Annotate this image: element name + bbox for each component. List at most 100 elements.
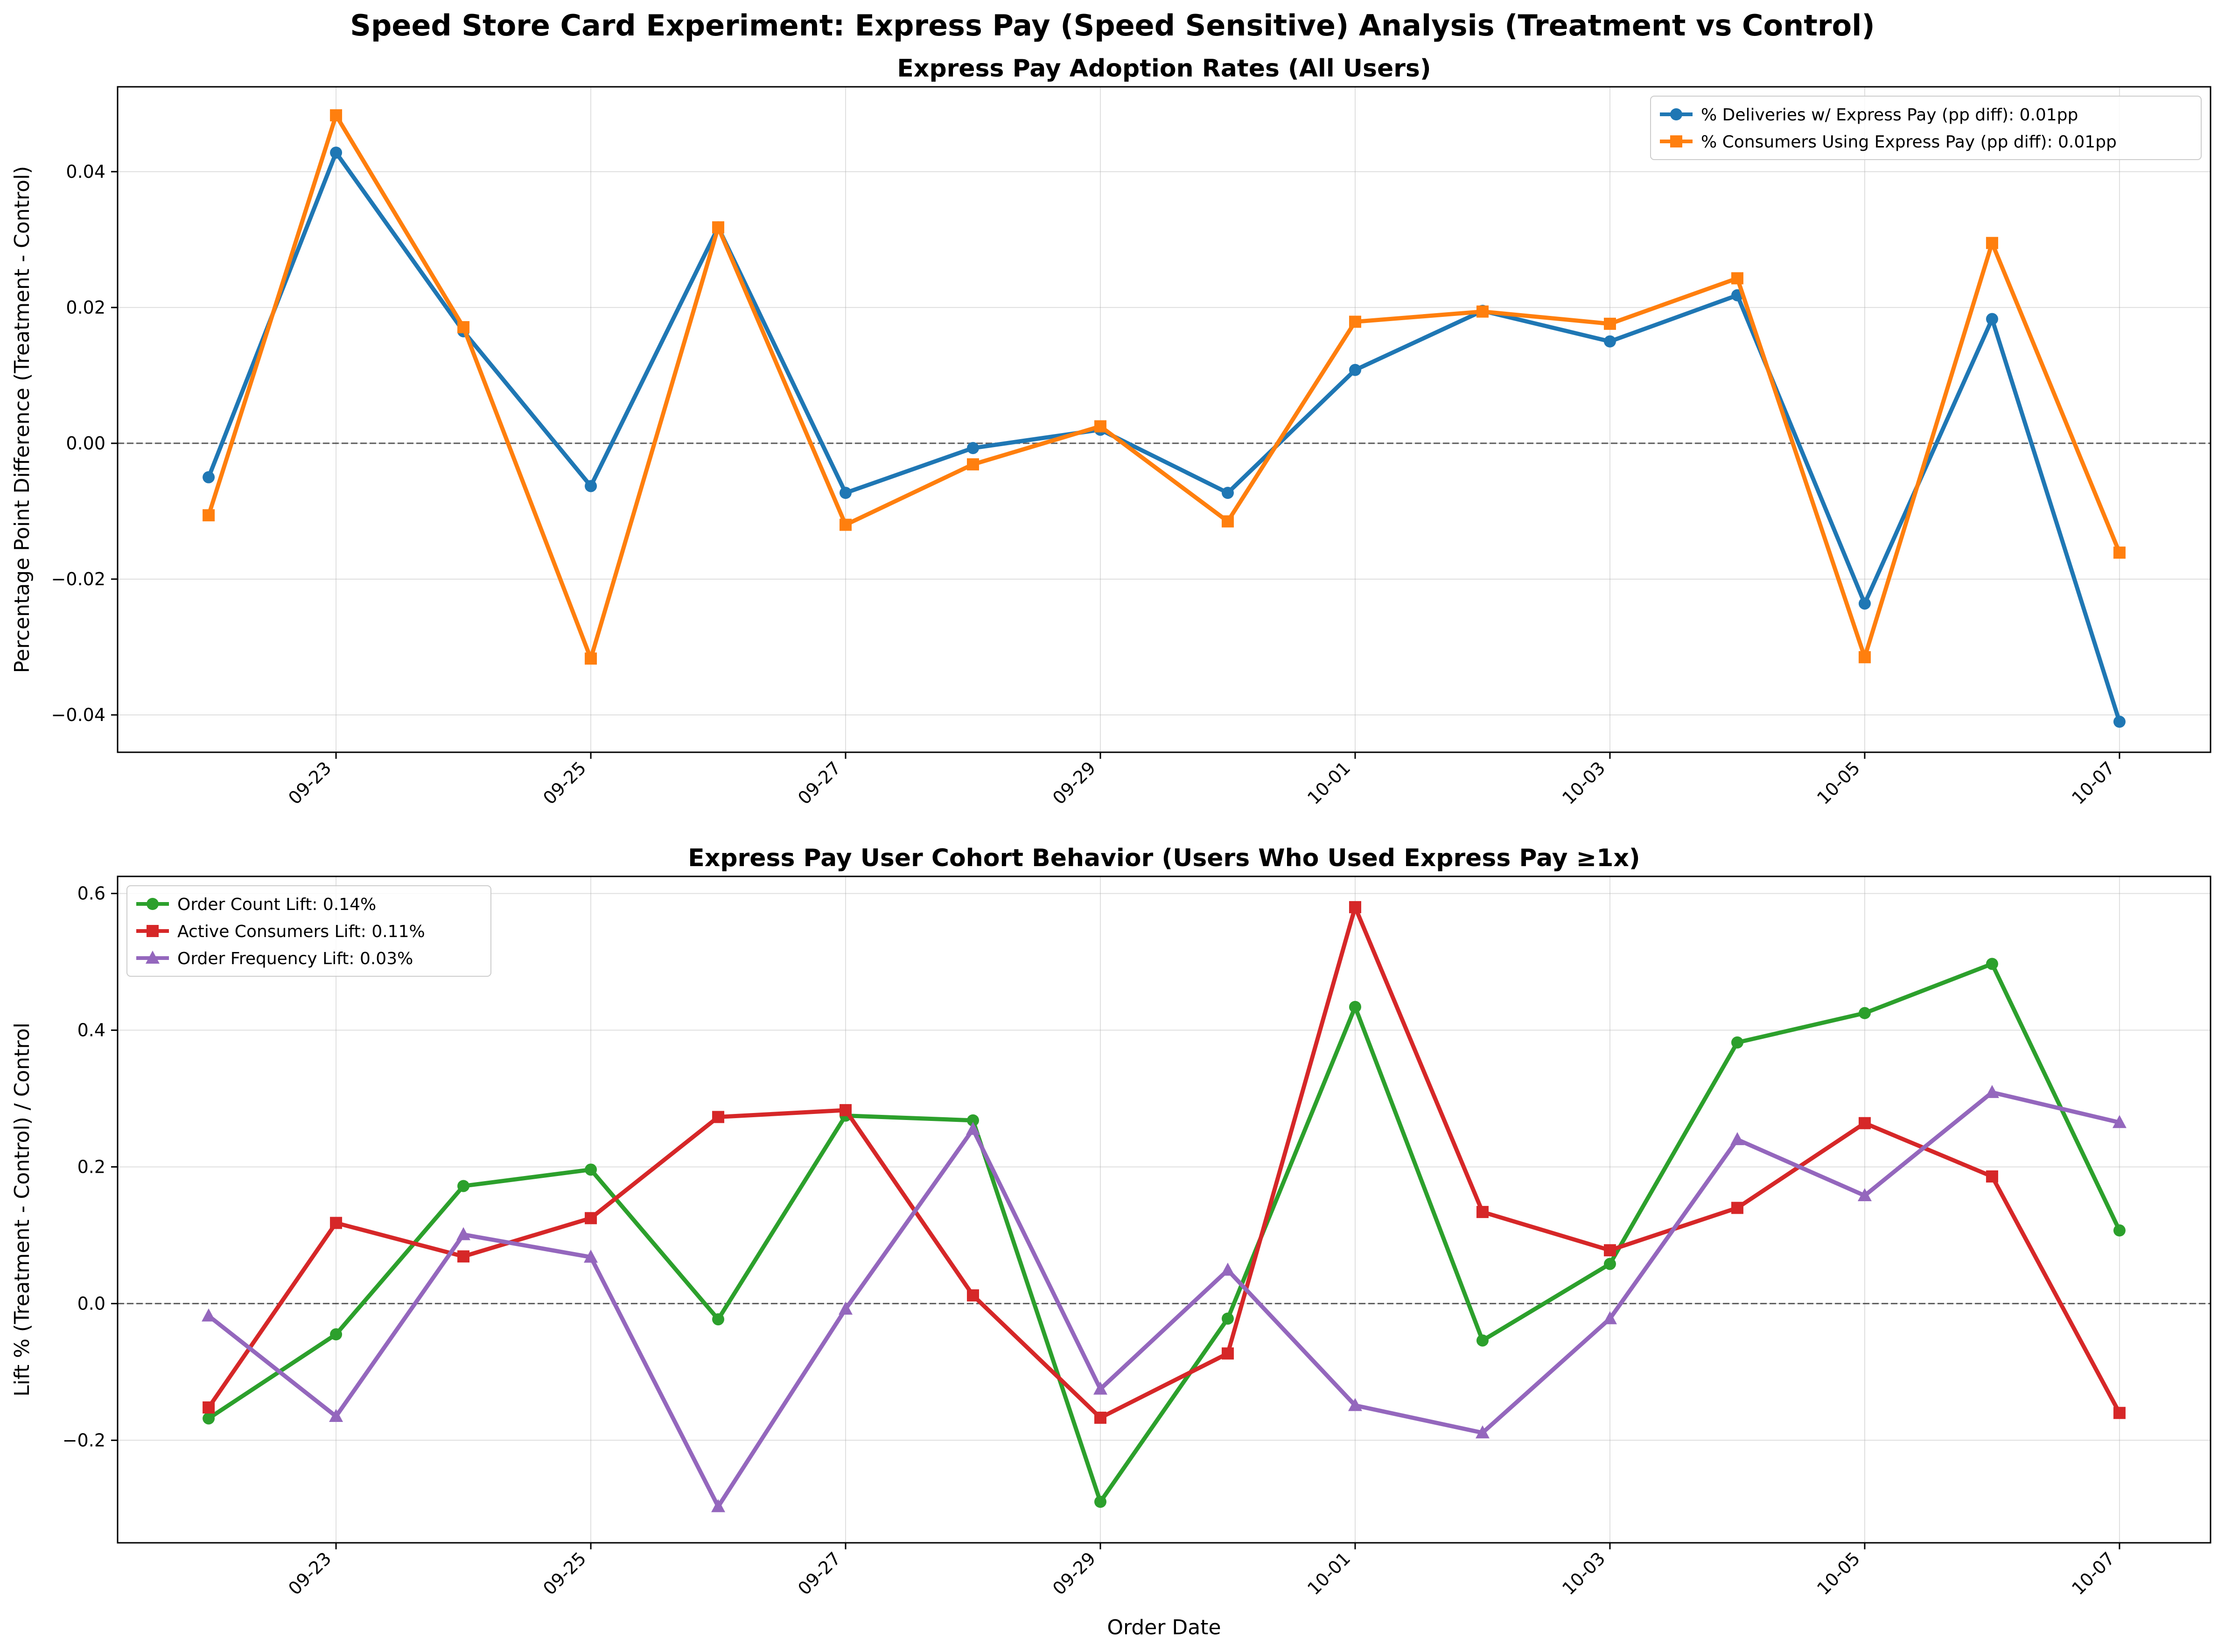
data-point <box>1349 315 1361 328</box>
data-point <box>1603 1244 1616 1257</box>
data-point <box>1731 272 1743 285</box>
data-point <box>203 471 215 483</box>
data-point <box>840 487 852 499</box>
data-point <box>585 480 597 492</box>
series-line <box>206 150 2122 722</box>
legend-swatch-marker <box>146 951 160 964</box>
data-point <box>1348 1398 1362 1411</box>
data-point <box>1476 305 1489 318</box>
data-point <box>1220 1262 1235 1276</box>
data-point <box>1476 1206 1489 1218</box>
data-point <box>1221 487 1234 499</box>
data-point <box>840 518 852 531</box>
legend-item: % Consumers Using Express Pay (pp diff):… <box>1660 133 2117 152</box>
y-axis-label: Percentage Point Difference (Treatment -… <box>10 166 34 673</box>
data-point <box>457 1180 470 1192</box>
data-point <box>712 1111 725 1123</box>
legend-item: Order Frequency Lift: 0.03% <box>136 949 413 968</box>
data-point <box>839 1302 853 1315</box>
x-axis-label: Order Date <box>1107 1616 1221 1639</box>
data-point <box>967 442 980 455</box>
data-point <box>1093 1381 1108 1395</box>
data-point <box>1221 1347 1234 1360</box>
legend-label: % Consumers Using Express Pay (pp diff):… <box>1701 133 2117 152</box>
legend-label: % Deliveries w/ Express Pay (pp diff): 0… <box>1701 105 2078 125</box>
data-point <box>1221 1312 1234 1325</box>
data-point <box>1731 1202 1743 1214</box>
data-point <box>966 1121 980 1135</box>
y-tick-label: 0.4 <box>77 1020 105 1041</box>
legend-label: Active Consumers Lift: 0.11% <box>177 922 425 941</box>
data-point <box>1603 317 1616 330</box>
plot-frame <box>117 875 2211 1544</box>
data-point <box>711 1499 726 1512</box>
data-point <box>1858 597 1871 610</box>
legend-swatch-marker <box>1670 135 1682 147</box>
legend-swatch-marker <box>147 898 159 910</box>
data-point <box>2113 715 2126 728</box>
legend-box <box>1650 96 2202 160</box>
data-point <box>1986 313 1998 325</box>
data-point <box>1858 1007 1871 1019</box>
y-tick-label: 0.6 <box>77 883 105 904</box>
series-line <box>206 113 2122 661</box>
series-2 <box>203 109 2126 665</box>
series-line <box>207 961 2121 1504</box>
data-point <box>2112 1115 2127 1128</box>
data-point <box>1603 1258 1616 1270</box>
data-point <box>585 652 597 665</box>
y-tick-label: 0.2 <box>77 1156 105 1177</box>
legend-item: Active Consumers Lift: 0.11% <box>136 922 425 941</box>
legend-swatch-marker <box>1670 108 1682 120</box>
data-point <box>967 1289 980 1302</box>
data-point <box>840 1104 852 1116</box>
data-point <box>1094 420 1107 433</box>
data-point <box>2113 1224 2126 1237</box>
plot-frame <box>117 86 2211 753</box>
data-point <box>330 109 343 122</box>
figure-suptitle: Speed Store Card Experiment: Express Pay… <box>350 8 1875 42</box>
data-point <box>1603 335 1616 348</box>
panel-title: Express Pay User Cohort Behavior (Users … <box>688 844 1640 872</box>
legend-label: Order Count Lift: 0.14% <box>177 895 376 914</box>
legend: Order Count Lift: 0.14% Active Consumers … <box>126 885 491 977</box>
series-3 <box>202 1085 2127 1512</box>
data-point <box>585 1163 597 1176</box>
legend-label: Order Frequency Lift: 0.03% <box>177 949 413 968</box>
data-point <box>330 1217 343 1229</box>
y-tick-label: 0.0 <box>77 1293 105 1314</box>
data-point <box>1094 1496 1107 1508</box>
data-point <box>456 1227 471 1240</box>
data-point <box>1986 1170 1998 1183</box>
y-axis-label: Lift % (Treatment - Control) / Control <box>10 1022 34 1396</box>
data-point <box>967 458 980 471</box>
data-point <box>330 1328 343 1341</box>
data-point <box>712 1313 725 1326</box>
data-point <box>585 1212 597 1225</box>
data-point <box>1858 651 1871 664</box>
series-1 <box>203 958 2126 1508</box>
data-point <box>1094 1411 1107 1424</box>
data-point <box>1602 1311 1617 1324</box>
legend-swatch-marker <box>147 925 159 937</box>
data-point <box>712 221 725 234</box>
data-point <box>457 1250 470 1263</box>
cohort-behavior-panel: 09-23 09-25 09-27 09-29 10-01 10-03 10-05 10-07… <box>10 844 2211 1639</box>
data-point <box>457 321 470 334</box>
y-tick-label: −0.2 <box>63 1430 105 1450</box>
panel-title: Express Pay Adoption Rates (All Users) <box>897 55 1431 83</box>
data-point <box>1221 515 1234 528</box>
series-line <box>207 1090 2120 1509</box>
data-point <box>330 147 343 159</box>
data-point <box>1349 1001 1361 1013</box>
y-tick-label: 0.04 <box>66 161 105 182</box>
data-point <box>1349 901 1361 913</box>
data-point <box>1475 1425 1490 1439</box>
data-point <box>2113 546 2126 559</box>
data-point <box>329 1409 343 1422</box>
data-point <box>584 1249 598 1263</box>
data-point <box>1986 958 1998 970</box>
data-point <box>203 1401 215 1414</box>
data-point <box>2113 1407 2126 1419</box>
